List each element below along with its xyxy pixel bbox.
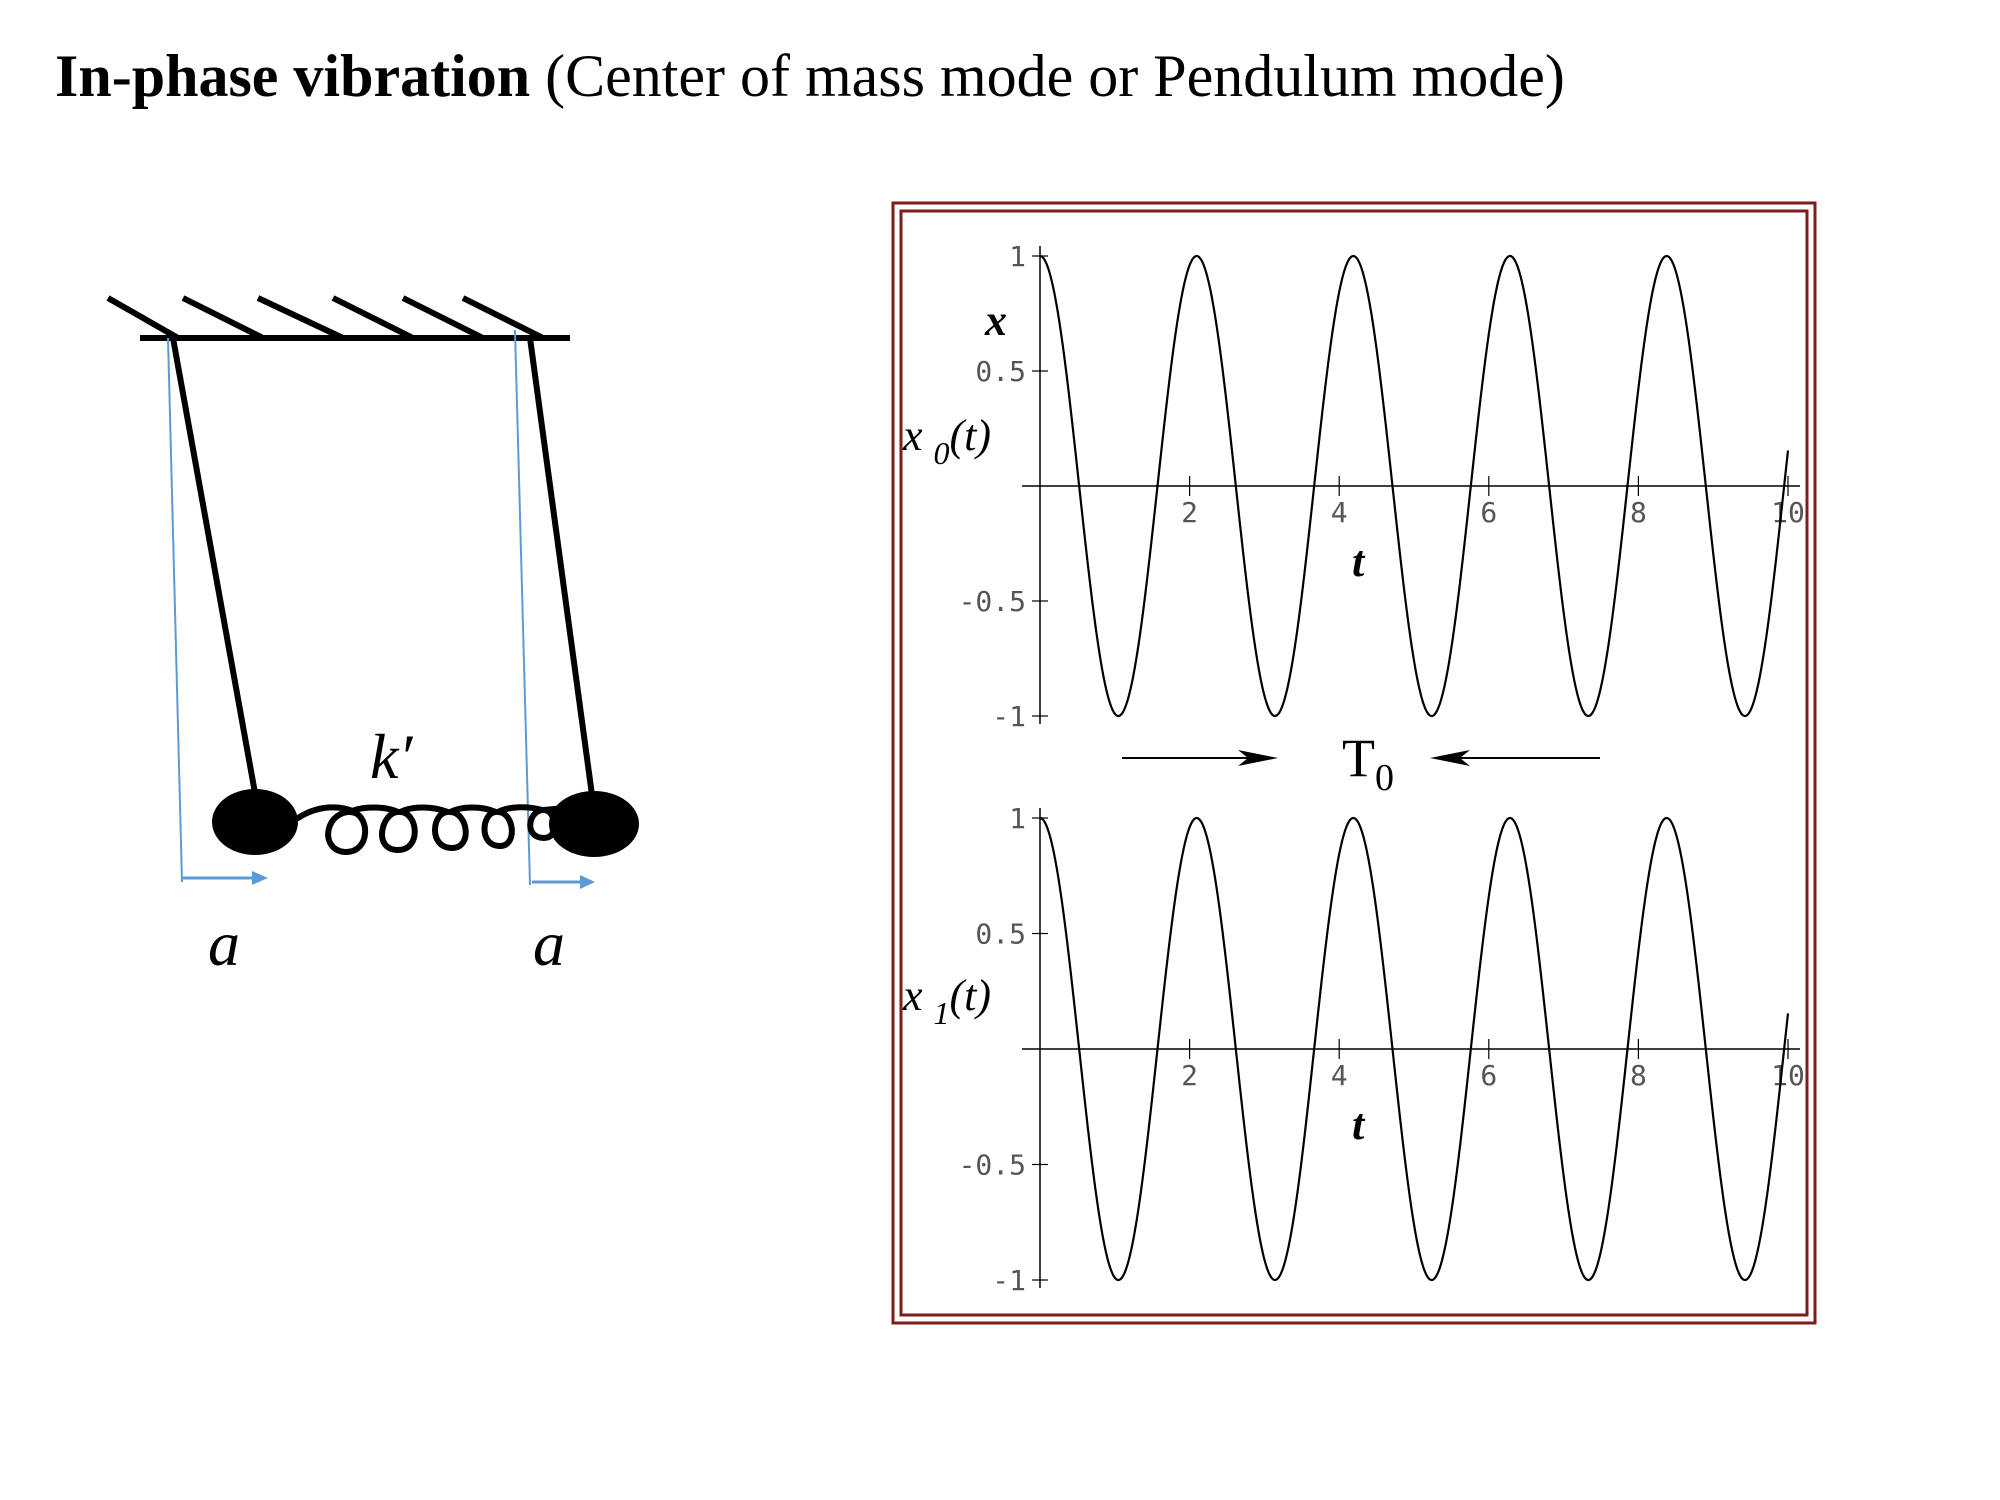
left-mass bbox=[212, 789, 298, 855]
period-indicator: T0 bbox=[1122, 728, 1600, 799]
ceiling-hatching bbox=[106, 295, 545, 341]
y-tick-label: -0.5 bbox=[959, 585, 1026, 618]
x-tick-label: 6 bbox=[1480, 496, 1497, 529]
x-axis-label: t bbox=[1352, 537, 1366, 586]
curve-label: x 1(t) bbox=[902, 971, 991, 1031]
y-axis-label: x bbox=[984, 296, 1007, 345]
x-tick-label: 10 bbox=[1771, 1059, 1805, 1092]
curve-label-subscript: 1 bbox=[934, 995, 950, 1031]
left-displacement-label: a bbox=[208, 908, 240, 979]
title-bold: In-phase vibration bbox=[55, 43, 531, 109]
y-tick-label: -0.5 bbox=[959, 1149, 1026, 1182]
period-label: T0 bbox=[1342, 728, 1394, 799]
period-label-subscript: 0 bbox=[1375, 757, 1394, 799]
series-line bbox=[1039, 254, 1790, 718]
y-tick-label: -1 bbox=[992, 700, 1026, 733]
left-pendulum-string bbox=[170, 337, 258, 794]
chart-frame-outer bbox=[891, 201, 1817, 1325]
right-mass bbox=[549, 791, 639, 857]
x-tick-label: 6 bbox=[1480, 1059, 1497, 1092]
right-displacement-label: a bbox=[533, 908, 565, 979]
x-tick-label: 8 bbox=[1630, 1059, 1647, 1092]
x-tick-label: 2 bbox=[1181, 1059, 1198, 1092]
left-displacement-arrow bbox=[182, 871, 268, 885]
right-displacement-arrow bbox=[532, 875, 595, 889]
y-tick-label: -1 bbox=[992, 1264, 1026, 1297]
y-tick-label: 0.5 bbox=[975, 355, 1026, 388]
curve-label-base: x bbox=[902, 411, 934, 460]
right-reference-line bbox=[514, 329, 531, 886]
title-rest: (Center of mass mode or Pendulum mode) bbox=[530, 43, 1565, 109]
y-tick-label: 1 bbox=[1009, 802, 1026, 835]
period-label-main: T bbox=[1342, 728, 1375, 788]
period-arrowhead-left bbox=[1238, 750, 1278, 766]
curve-label-suffix: (t) bbox=[950, 971, 992, 1020]
y-tick-label: 1 bbox=[1009, 240, 1026, 273]
right-pendulum-string bbox=[527, 337, 595, 796]
x-tick-label: 10 bbox=[1771, 496, 1805, 529]
spring-constant-label: k′ bbox=[370, 721, 413, 792]
pendulum-diagram: k′ a a bbox=[106, 295, 639, 979]
coupling-spring bbox=[295, 803, 577, 856]
x-tick-label: 4 bbox=[1331, 496, 1348, 529]
series-line bbox=[1039, 816, 1790, 1282]
x-tick-label: 8 bbox=[1630, 496, 1647, 529]
curve-label-base: x bbox=[902, 971, 934, 1020]
x-axis-label: t bbox=[1352, 1100, 1366, 1149]
left-reference-line bbox=[167, 337, 183, 883]
y-tick-label: 0.5 bbox=[975, 918, 1026, 951]
x-tick-label: 4 bbox=[1331, 1059, 1348, 1092]
slide-title: In-phase vibration (Center of mass mode … bbox=[55, 40, 1565, 112]
chart-frame-inner bbox=[899, 209, 1809, 1317]
x-tick-label: 2 bbox=[1181, 496, 1198, 529]
curve-label: x 0(t) bbox=[902, 411, 991, 471]
curve-label-subscript: 0 bbox=[934, 435, 950, 471]
curve-label-suffix: (t) bbox=[950, 411, 992, 460]
